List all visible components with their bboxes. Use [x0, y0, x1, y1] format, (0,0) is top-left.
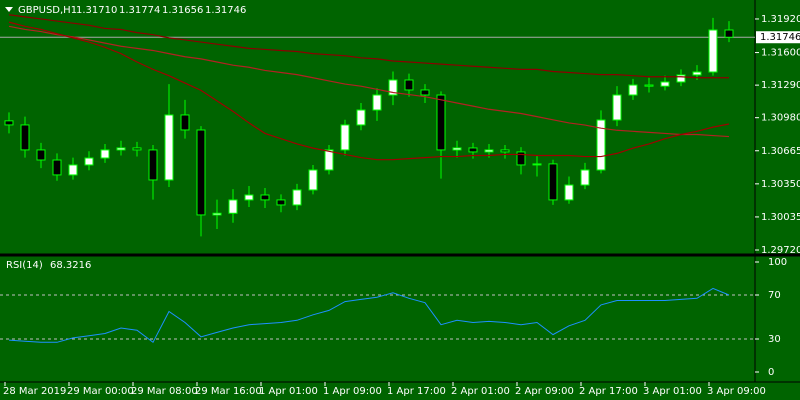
- x-tick-label: 1 Apr 09:00: [323, 386, 382, 397]
- candle-body: [644, 84, 654, 87]
- x-tick-label: 1 Apr 17:00: [387, 386, 446, 397]
- rsi-value: 68.3216: [50, 260, 91, 271]
- candle-body: [132, 147, 142, 151]
- y-tick-label: 1.30350: [761, 179, 800, 190]
- quote-value: 1.31656: [162, 5, 203, 16]
- candle-body: [116, 147, 126, 151]
- moving-average: [8, 14, 729, 79]
- candle-body: [724, 29, 734, 38]
- candle-body: [468, 147, 478, 153]
- y-tick-label: 1.30980: [761, 113, 800, 124]
- candle-body: [308, 169, 318, 191]
- y-tick-label: 1.31920: [761, 14, 800, 25]
- y-tick-label: 100: [768, 257, 787, 268]
- moving-average: [8, 21, 730, 161]
- y-tick-label: 0: [768, 367, 774, 378]
- candle-body: [580, 169, 590, 186]
- candle-body: [676, 74, 686, 83]
- candle-body: [260, 194, 270, 201]
- candle-body: [164, 114, 174, 181]
- candle-body: [708, 29, 718, 73]
- candle-body: [532, 163, 542, 166]
- y-tick-label: 30: [768, 334, 781, 345]
- candle-body: [516, 151, 526, 166]
- quote-value: 1.31774: [119, 5, 160, 16]
- candle-body: [84, 157, 94, 166]
- x-tick-label: 2 Apr 01:00: [451, 386, 510, 397]
- y-tick-label: 1.31290: [761, 80, 800, 91]
- x-tick-label: 2 Apr 09:00: [515, 386, 574, 397]
- candle-body: [196, 129, 206, 216]
- quote-value: 1.31710: [76, 5, 117, 16]
- candle-body: [292, 189, 302, 206]
- candle-body: [436, 94, 446, 151]
- candle-body: [484, 149, 494, 153]
- candle-body: [100, 149, 110, 159]
- x-tick-label: 3 Apr 09:00: [707, 386, 766, 397]
- x-tick-label: 29 Mar 08:00: [131, 386, 198, 397]
- candle-body: [660, 81, 670, 87]
- rsi-line: [8, 287, 730, 344]
- candle-body: [420, 89, 430, 96]
- candle-body: [692, 71, 702, 76]
- symbol-title: GBPUSD,H1: [18, 5, 77, 16]
- y-tick-label: 1.29720: [761, 245, 800, 256]
- candle-body: [452, 147, 462, 151]
- candle-body: [596, 119, 606, 171]
- y-tick-label: 70: [768, 290, 781, 301]
- candle-body: [36, 149, 46, 161]
- candle-body: [228, 199, 238, 214]
- quote-value: 1.31746: [205, 5, 246, 16]
- candle-body: [500, 149, 510, 153]
- x-tick-label: 1 Apr 01:00: [259, 386, 318, 397]
- candle-body: [276, 199, 286, 206]
- candle-body: [4, 120, 14, 126]
- candle-body: [372, 94, 382, 111]
- candle-body: [340, 124, 350, 151]
- current-price-label: 1.31746: [760, 32, 800, 43]
- symbol-icon: [5, 7, 13, 12]
- candle-body: [212, 212, 222, 216]
- y-tick-label: 1.30665: [761, 146, 800, 157]
- x-tick-label: 3 Apr 01:00: [643, 386, 702, 397]
- candle-body: [388, 79, 398, 96]
- candle-body: [324, 149, 334, 171]
- candle-body: [564, 184, 574, 201]
- candle-body: [52, 159, 62, 176]
- current-price-box: [756, 31, 800, 44]
- candle-body: [244, 194, 254, 201]
- candle-body: [548, 163, 558, 201]
- rsi-title: RSI(14): [6, 260, 43, 271]
- y-tick-label: 1.31600: [761, 48, 800, 59]
- moving-average: [8, 25, 730, 138]
- x-tick-label: 29 Mar 00:00: [67, 386, 134, 397]
- candle-body: [628, 84, 638, 96]
- candle-body: [148, 149, 158, 181]
- candle-body: [612, 94, 622, 121]
- x-tick-label: 29 Mar 16:00: [195, 386, 262, 397]
- y-tick-label: 1.30035: [761, 212, 800, 223]
- candle-body: [68, 164, 78, 176]
- candle-body: [356, 109, 366, 126]
- candle-body: [20, 124, 30, 151]
- x-tick-label: 2 Apr 17:00: [579, 386, 638, 397]
- candle-body: [404, 79, 414, 91]
- x-tick-label: 28 Mar 2019: [3, 386, 66, 397]
- candle-body: [180, 114, 190, 131]
